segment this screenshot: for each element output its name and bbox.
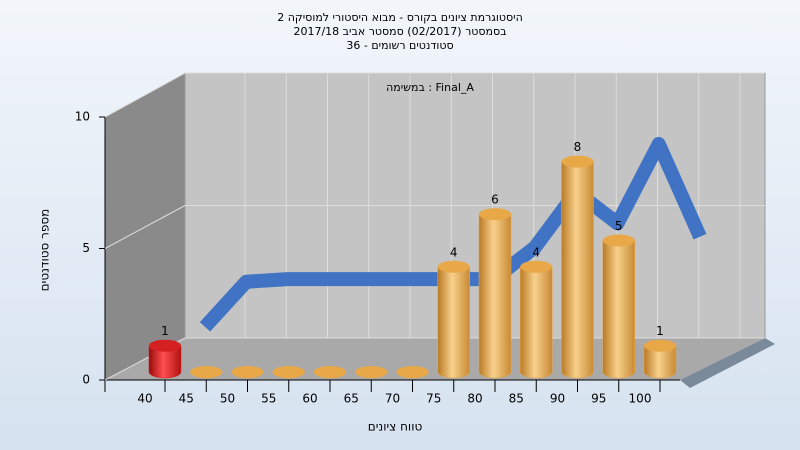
- data-label: 1: [656, 324, 664, 338]
- y-tick-label: 5: [82, 241, 90, 255]
- bar-body: [478, 213, 512, 379]
- y-axis-label: מספר סטודנטים: [38, 209, 52, 292]
- bar-top: [231, 366, 264, 378]
- bar: [272, 366, 306, 379]
- x-tick-label: 40: [137, 392, 152, 406]
- bar: [643, 339, 677, 379]
- bar: [520, 260, 553, 379]
- data-label: 4: [450, 245, 458, 259]
- x-tick-label: 45: [179, 392, 194, 406]
- bar-body: [520, 266, 553, 379]
- bar: [148, 339, 182, 379]
- bar-top: [149, 339, 181, 352]
- x-axis-label: טווח ציונים: [368, 420, 423, 434]
- y-tick-label: 0: [82, 373, 90, 387]
- chart-subtitle: סטודנטים רשומים - 36: [346, 39, 453, 52]
- bar-body: [643, 345, 677, 379]
- x-tick-label: 70: [385, 392, 400, 406]
- data-label: 1: [161, 324, 169, 338]
- bar: [602, 234, 635, 379]
- bar-top: [437, 260, 470, 273]
- bar-body: [437, 266, 470, 379]
- bar-top: [190, 366, 223, 378]
- x-tick-label: 75: [426, 392, 441, 406]
- data-label: 5: [615, 219, 623, 233]
- data-label: 6: [491, 193, 499, 207]
- grid-line: [104, 72, 186, 118]
- bar: [561, 155, 594, 379]
- grid-line: [104, 205, 186, 249]
- data-label: 8: [574, 140, 582, 154]
- bar-body: [148, 345, 182, 379]
- bar-top: [314, 366, 346, 378]
- bar-top: [602, 234, 635, 247]
- x-tick-label: 55: [261, 392, 276, 406]
- floor-edge: [680, 338, 775, 388]
- x-tick-label: 90: [550, 392, 565, 406]
- bar-body: [602, 240, 635, 379]
- chart-subtitle: בסמסטר (02/2017) סמסטר אביב 2017/18: [293, 25, 506, 38]
- bar-top: [644, 339, 676, 352]
- bar: [354, 366, 388, 379]
- bar: [189, 366, 223, 379]
- x-tick-label: 80: [467, 392, 482, 406]
- bar-top: [479, 208, 511, 221]
- annotation: במשימה : Final_A: [386, 81, 474, 94]
- chart-title: היסטוגרמת ציונים בקורס - מבוא היסטורי למ…: [277, 11, 523, 24]
- bar-body: [561, 161, 594, 379]
- x-tick-label: 95: [591, 392, 606, 406]
- floor: [105, 338, 765, 380]
- x-tick-label: 65: [344, 392, 359, 406]
- bar-top: [272, 366, 305, 378]
- x-tick-label: 60: [302, 392, 317, 406]
- data-label: 4: [532, 245, 540, 259]
- bar: [437, 260, 470, 379]
- y-tick-label: 10: [75, 110, 90, 124]
- bar: [396, 366, 429, 379]
- x-tick-label: 100: [629, 392, 652, 406]
- bar: [478, 208, 512, 379]
- x-tick-label: 50: [220, 392, 235, 406]
- bar: [231, 366, 264, 379]
- bar-top: [520, 260, 553, 273]
- bar-top: [561, 155, 594, 168]
- x-tick-label: 85: [509, 392, 524, 406]
- bar-top: [355, 366, 388, 378]
- bar-top: [396, 366, 429, 378]
- bar: [313, 366, 347, 379]
